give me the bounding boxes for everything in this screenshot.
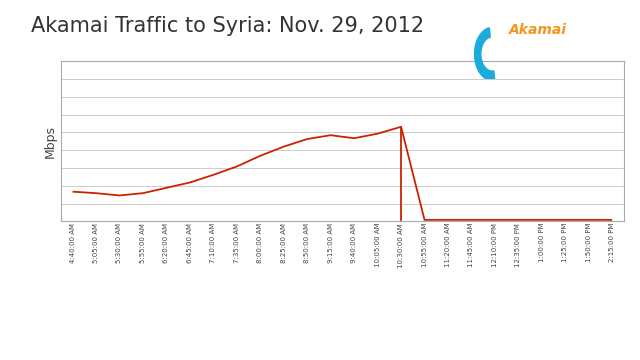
Text: Akamai: Akamai — [509, 23, 567, 37]
Text: Akamai Traffic to Syria: Nov. 29, 2012: Akamai Traffic to Syria: Nov. 29, 2012 — [31, 16, 424, 36]
Polygon shape — [475, 28, 495, 80]
Y-axis label: Mbps: Mbps — [44, 125, 56, 158]
Circle shape — [486, 42, 497, 59]
